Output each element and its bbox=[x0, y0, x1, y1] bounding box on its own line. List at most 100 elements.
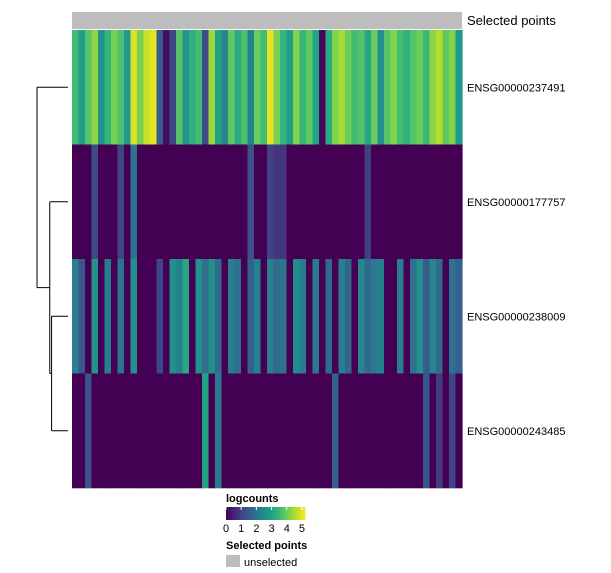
heatmap-cell bbox=[273, 259, 281, 374]
color-legend-tick-label: 0 bbox=[223, 523, 229, 535]
heatmap-cell bbox=[325, 144, 333, 260]
heatmap-cell bbox=[221, 30, 229, 145]
heatmap-cell bbox=[130, 30, 138, 145]
heatmap-cell bbox=[306, 30, 314, 145]
heatmap-cell bbox=[273, 30, 281, 145]
heatmap-cell bbox=[449, 30, 457, 145]
heatmap-cell bbox=[377, 30, 385, 145]
heatmap-cell bbox=[202, 144, 210, 260]
heatmap-cell bbox=[312, 259, 320, 374]
color-legend-segment bbox=[237, 507, 241, 520]
heatmap-cell bbox=[85, 30, 93, 145]
heatmap-cell bbox=[280, 30, 288, 145]
heatmap-cell bbox=[351, 373, 359, 489]
heatmap-cell bbox=[455, 373, 463, 489]
heatmap-cell bbox=[442, 30, 450, 145]
heatmap-cell bbox=[397, 259, 405, 374]
heatmap-cell bbox=[325, 259, 333, 374]
heatmap-cell bbox=[91, 373, 99, 489]
heatmap-cell bbox=[377, 259, 385, 374]
annotation-legend-swatch bbox=[226, 555, 240, 567]
color-legend-segment bbox=[263, 507, 266, 520]
heatmap-cell bbox=[390, 259, 398, 374]
heatmap-cell bbox=[241, 259, 249, 374]
heatmap-cell bbox=[137, 373, 145, 489]
row-label: ENSG00000177757 bbox=[467, 197, 565, 209]
heatmap-cell bbox=[163, 30, 171, 145]
heatmap-cell bbox=[254, 30, 262, 145]
heatmap-cell bbox=[202, 373, 210, 489]
heatmap-cell bbox=[384, 373, 392, 489]
heatmap-cell bbox=[215, 30, 223, 145]
heatmap-cell bbox=[442, 259, 450, 374]
heatmap-cell bbox=[371, 30, 379, 145]
annotation-track-label: Selected points bbox=[467, 13, 556, 28]
heatmap-cell bbox=[234, 373, 242, 489]
heatmap-cell bbox=[124, 30, 132, 145]
color-legend-segment bbox=[289, 507, 292, 520]
heatmap-cell bbox=[176, 144, 184, 260]
color-legend-segment bbox=[259, 507, 262, 520]
color-legend-tick-label: 2 bbox=[253, 523, 259, 535]
heatmap-cell bbox=[429, 30, 437, 145]
heatmap-cell bbox=[247, 144, 255, 260]
heatmap-cell bbox=[111, 373, 119, 489]
color-legend-segment bbox=[226, 507, 229, 520]
heatmap-cell bbox=[345, 373, 353, 489]
heatmap-cell bbox=[436, 373, 444, 489]
heatmap-cell bbox=[455, 30, 463, 145]
heatmap-cell bbox=[208, 373, 216, 489]
heatmap-cell bbox=[189, 144, 197, 260]
heatmap-cell bbox=[150, 259, 158, 374]
heatmap-cell bbox=[78, 144, 86, 260]
heatmap-cell bbox=[442, 373, 450, 489]
heatmap-cell bbox=[358, 30, 366, 145]
heatmap-cell bbox=[377, 373, 385, 489]
heatmap-cell bbox=[143, 373, 151, 489]
heatmap-cell bbox=[267, 373, 275, 489]
heatmap-cell bbox=[384, 259, 392, 374]
heatmap-cell bbox=[176, 259, 184, 374]
heatmap-cell bbox=[449, 259, 457, 374]
heatmap-cell bbox=[390, 144, 398, 260]
heatmap-cell bbox=[169, 373, 177, 489]
heatmap-cell bbox=[332, 259, 340, 374]
heatmap-cell bbox=[280, 373, 288, 489]
heatmap-cell bbox=[286, 30, 294, 145]
heatmap-cell bbox=[429, 259, 437, 374]
color-legend-segment bbox=[299, 507, 302, 520]
heatmap-cell bbox=[117, 30, 125, 145]
heatmap-cell bbox=[371, 373, 379, 489]
heatmap-cell bbox=[228, 144, 236, 260]
heatmap-cell bbox=[130, 259, 138, 374]
heatmap-cell bbox=[260, 259, 268, 374]
heatmap-cell bbox=[403, 259, 411, 374]
heatmap-cell bbox=[176, 373, 184, 489]
heatmap-cell bbox=[312, 373, 320, 489]
heatmap-cell bbox=[416, 30, 424, 145]
heatmap-cell bbox=[306, 144, 314, 260]
heatmap-cell bbox=[286, 259, 294, 374]
color-legend-segment bbox=[241, 507, 245, 520]
heatmap-cell bbox=[208, 30, 216, 145]
heatmap-cell bbox=[319, 30, 327, 145]
heatmap-cell bbox=[98, 373, 106, 489]
annotation-legend: Selected points unselected bbox=[226, 540, 307, 569]
heatmap-cell bbox=[273, 373, 281, 489]
color-legend-segment bbox=[303, 507, 306, 520]
heatmap-cell bbox=[137, 30, 145, 145]
heatmap-cell bbox=[442, 144, 450, 260]
heatmap-cell bbox=[280, 144, 288, 260]
heatmap-cell bbox=[299, 30, 307, 145]
row-labels: ENSG00000237491 ENSG00000177757 ENSG000002… bbox=[467, 82, 565, 437]
heatmap-cell bbox=[299, 144, 307, 260]
heatmap-cell bbox=[111, 144, 119, 260]
color-legend-segment bbox=[277, 507, 280, 520]
color-legend-segment bbox=[253, 507, 257, 520]
heatmap-cell bbox=[423, 373, 431, 489]
heatmap-cell bbox=[72, 30, 80, 145]
color-legend-segment bbox=[285, 507, 288, 520]
heatmap-cell bbox=[78, 373, 86, 489]
heatmap-cell bbox=[117, 373, 125, 489]
color-legend-segment bbox=[287, 507, 290, 520]
